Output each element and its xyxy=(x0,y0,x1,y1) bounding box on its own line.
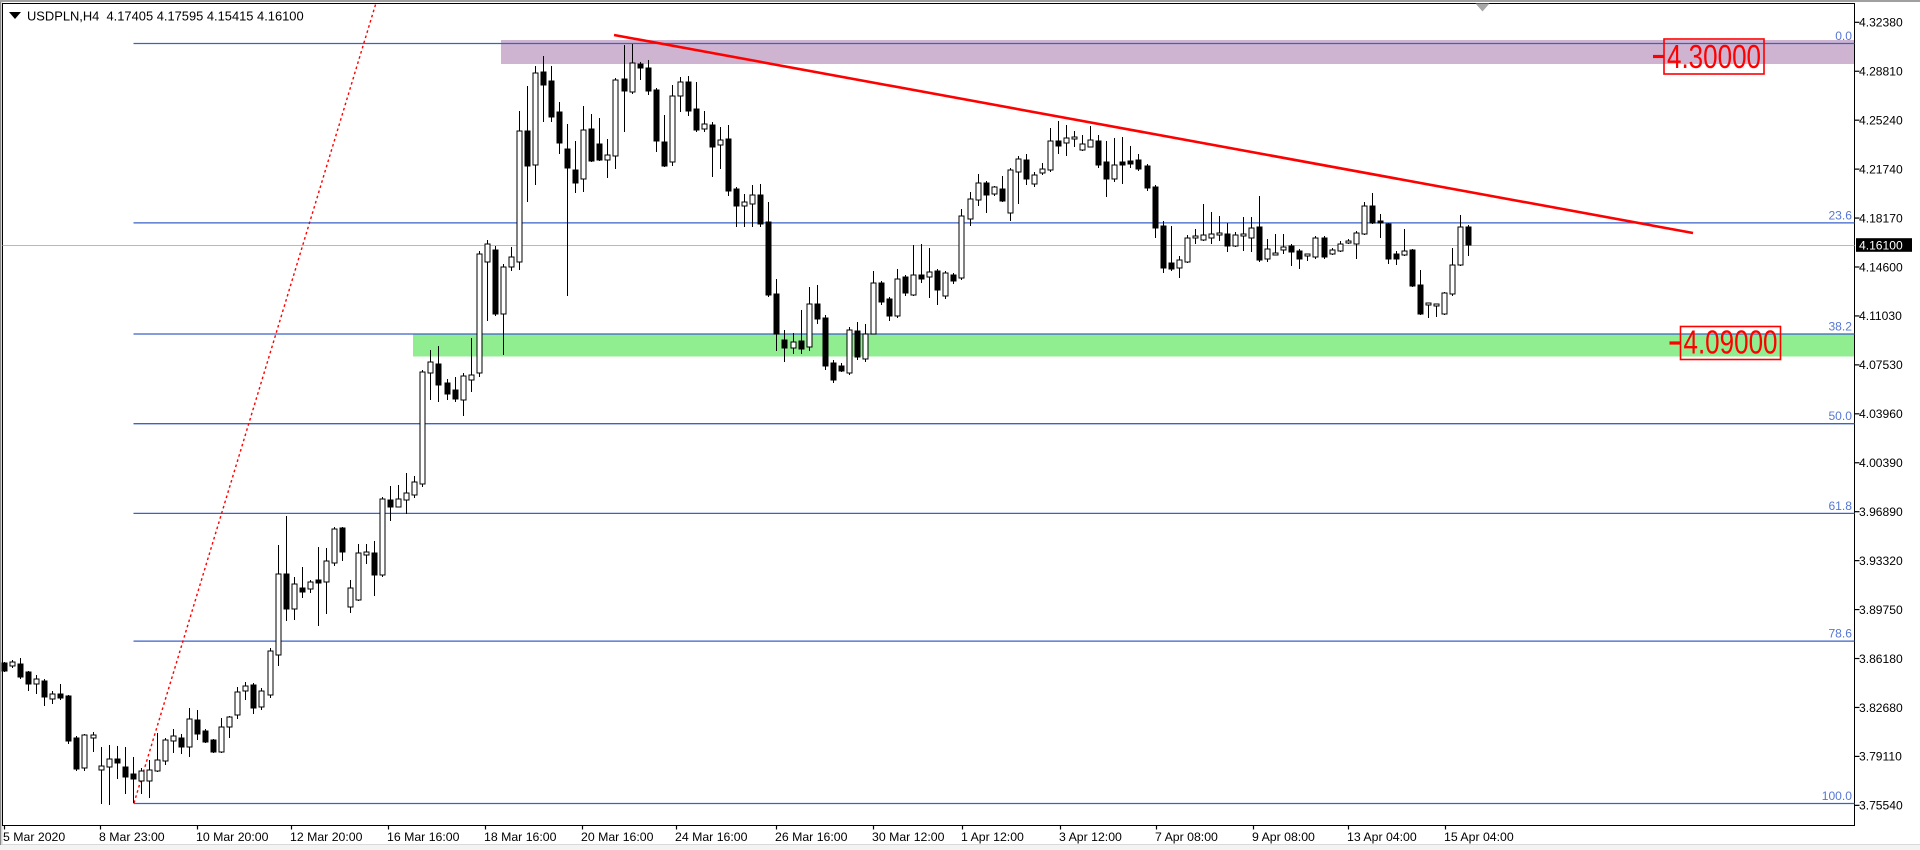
svg-text:15 Apr 04:00: 15 Apr 04:00 xyxy=(1444,830,1514,844)
svg-text:4.25240: 4.25240 xyxy=(1859,113,1903,127)
svg-text:4.07530: 4.07530 xyxy=(1859,358,1903,372)
svg-text:13 Apr 04:00: 13 Apr 04:00 xyxy=(1347,830,1417,844)
svg-text:78.6: 78.6 xyxy=(1828,627,1852,641)
svg-text:4.11030: 4.11030 xyxy=(1859,309,1902,323)
svg-text:7 Apr 08:00: 7 Apr 08:00 xyxy=(1155,830,1218,844)
svg-text:23.6: 23.6 xyxy=(1828,208,1852,222)
svg-text:38.2: 38.2 xyxy=(1828,320,1852,334)
svg-text:3.89750: 3.89750 xyxy=(1859,603,1903,617)
svg-text:24 Mar 16:00: 24 Mar 16:00 xyxy=(675,830,748,844)
svg-text:3.79110: 3.79110 xyxy=(1859,750,1902,764)
svg-text:5 Mar 2020: 5 Mar 2020 xyxy=(3,830,65,844)
svg-text:4.18170: 4.18170 xyxy=(1859,211,1903,225)
svg-text:USDPLN,H4 4.17405 4.17595 4.1: USDPLN,H4 4.17405 4.17595 4.15415 4.1610… xyxy=(27,9,304,24)
svg-text:4.32380: 4.32380 xyxy=(1859,16,1903,30)
svg-text:3.86180: 3.86180 xyxy=(1859,652,1903,666)
svg-text:3.96890: 3.96890 xyxy=(1859,505,1903,519)
svg-text:9 Apr 08:00: 9 Apr 08:00 xyxy=(1252,830,1315,844)
svg-text:4.16100: 4.16100 xyxy=(1859,238,1903,252)
svg-text:4.28810: 4.28810 xyxy=(1859,65,1903,79)
svg-text:8 Mar 23:00: 8 Mar 23:00 xyxy=(99,830,165,844)
svg-text:4.00390: 4.00390 xyxy=(1859,456,1903,470)
svg-text:3.75540: 3.75540 xyxy=(1859,799,1903,813)
svg-text:12 Mar 20:00: 12 Mar 20:00 xyxy=(290,830,363,844)
svg-text:50.0: 50.0 xyxy=(1828,409,1852,423)
svg-text:4.21740: 4.21740 xyxy=(1859,162,1903,176)
svg-text:18 Mar 16:00: 18 Mar 16:00 xyxy=(484,830,557,844)
svg-text:3 Apr 12:00: 3 Apr 12:00 xyxy=(1059,830,1122,844)
svg-text:10 Mar 20:00: 10 Mar 20:00 xyxy=(196,830,269,844)
svg-text:0.0: 0.0 xyxy=(1835,29,1852,43)
svg-text:26 Mar 16:00: 26 Mar 16:00 xyxy=(775,830,848,844)
svg-text:4.03960: 4.03960 xyxy=(1859,407,1903,421)
svg-text:3.82680: 3.82680 xyxy=(1859,701,1903,715)
svg-text:3.93320: 3.93320 xyxy=(1859,554,1903,568)
svg-text:1 Apr 12:00: 1 Apr 12:00 xyxy=(961,830,1024,844)
svg-text:4.09000: 4.09000 xyxy=(1684,324,1778,361)
svg-text:4.30000: 4.30000 xyxy=(1667,38,1761,75)
svg-text:61.8: 61.8 xyxy=(1828,499,1852,513)
svg-text:20 Mar 16:00: 20 Mar 16:00 xyxy=(581,830,654,844)
svg-text:4.14600: 4.14600 xyxy=(1859,260,1903,274)
svg-text:100.0: 100.0 xyxy=(1822,789,1853,803)
svg-text:30 Mar 12:00: 30 Mar 12:00 xyxy=(872,830,945,844)
svg-text:16 Mar 16:00: 16 Mar 16:00 xyxy=(387,830,460,844)
